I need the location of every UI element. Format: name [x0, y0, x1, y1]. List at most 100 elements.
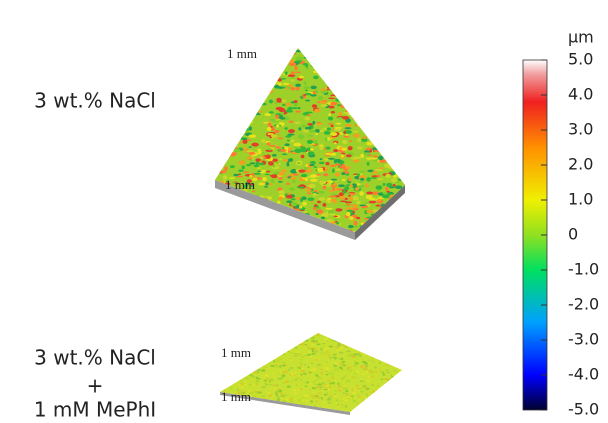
- texture-dot: [398, 342, 400, 345]
- texture-dot: [361, 49, 367, 51]
- texture-dot: [249, 126, 252, 130]
- texture-dot: [287, 385, 291, 387]
- texture-dot: [282, 153, 288, 155]
- colorbar-tick-label: -1.0: [568, 260, 599, 279]
- texture-dot: [308, 184, 316, 188]
- texture-dot: [224, 70, 227, 73]
- texture-dot: [316, 366, 318, 367]
- texture-dot: [335, 173, 341, 177]
- texture-dot: [377, 54, 383, 59]
- texture-dot: [286, 195, 293, 199]
- texture-dot: [337, 403, 339, 406]
- texture-dot: [366, 345, 370, 346]
- texture-dot: [379, 72, 384, 76]
- texture-dot: [242, 409, 245, 411]
- texture-dot: [268, 348, 271, 350]
- texture-dot: [254, 350, 256, 353]
- texture-dot: [220, 170, 227, 173]
- texture-dot: [372, 129, 378, 131]
- texture-dot: [351, 67, 357, 69]
- texture-dot: [232, 381, 235, 384]
- texture-dot: [304, 364, 306, 366]
- texture-dot: [285, 127, 288, 130]
- texture-dot: [402, 83, 405, 87]
- sample-label: 1 mM MePhI: [34, 398, 156, 420]
- texture-dot: [333, 65, 337, 69]
- texture-dot: [353, 133, 360, 137]
- texture-dot: [253, 384, 255, 386]
- texture-dot: [319, 130, 324, 132]
- texture-dot: [331, 376, 333, 379]
- texture-dot: [397, 75, 402, 79]
- texture-dot: [385, 135, 390, 137]
- texture-dot: [222, 150, 225, 154]
- texture-dot: [373, 98, 377, 100]
- texture-dot: [301, 367, 303, 370]
- texture-dot: [398, 360, 400, 362]
- texture-dot: [386, 401, 389, 403]
- texture-dot: [252, 395, 256, 397]
- texture-dot: [353, 85, 356, 88]
- texture-dot: [236, 371, 239, 374]
- texture-dot: [257, 148, 261, 151]
- texture-dot: [304, 117, 310, 120]
- texture-dot: [398, 201, 404, 204]
- texture-dot: [305, 232, 308, 235]
- texture-dot: [238, 142, 242, 144]
- texture-dot: [383, 378, 386, 380]
- texture-dot: [331, 179, 337, 181]
- texture-dot: [399, 208, 406, 212]
- texture-dot: [246, 341, 251, 342]
- texture-dot: [219, 139, 223, 142]
- texture-dot: [328, 116, 333, 120]
- texture-dot: [342, 361, 346, 363]
- texture-dot: [315, 374, 318, 377]
- texture-dot: [328, 402, 331, 404]
- texture-dot: [216, 112, 221, 116]
- texture-dot: [396, 352, 401, 353]
- texture-dot: [342, 47, 349, 50]
- texture-dot: [374, 78, 378, 83]
- texture-dot: [320, 348, 323, 351]
- texture-dot: [377, 64, 380, 66]
- texture-dot: [254, 346, 256, 347]
- texture-dot: [313, 336, 316, 338]
- texture-dot: [329, 382, 331, 384]
- texture-dot: [292, 48, 295, 51]
- texture-dot: [269, 111, 274, 113]
- texture-dot: [274, 348, 276, 350]
- texture-dot: [261, 139, 265, 143]
- texture-dot: [354, 362, 359, 364]
- texture-dot: [251, 143, 258, 147]
- texture-dot: [299, 233, 304, 236]
- texture-dot: [326, 361, 328, 363]
- texture-dot: [220, 128, 226, 130]
- texture-dot: [370, 370, 374, 372]
- dimension-label: 1 mm: [221, 345, 251, 360]
- texture-dot: [321, 397, 323, 400]
- texture-dot: [241, 95, 245, 98]
- texture-dot: [217, 132, 222, 135]
- texture-dot: [276, 360, 280, 362]
- texture-dot: [299, 362, 302, 363]
- texture-dot: [213, 160, 221, 162]
- texture-dot: [238, 200, 241, 203]
- texture-dot: [351, 158, 358, 160]
- texture-dot: [360, 365, 364, 368]
- texture-dot: [221, 370, 225, 372]
- texture-dot: [221, 83, 225, 85]
- texture-dot: [274, 349, 276, 350]
- texture-dot: [313, 207, 317, 210]
- texture-dot: [395, 71, 403, 74]
- texture-dot: [230, 133, 236, 136]
- texture-dot: [391, 178, 397, 182]
- texture-dot: [366, 395, 368, 398]
- texture-dot: [319, 146, 324, 150]
- texture-dot: [324, 353, 327, 355]
- texture-dot: [354, 360, 357, 362]
- texture-dot: [320, 104, 327, 107]
- texture-dot: [317, 364, 321, 366]
- texture-dot: [315, 359, 319, 360]
- texture-dot: [216, 161, 224, 165]
- texture-dot: [312, 121, 315, 125]
